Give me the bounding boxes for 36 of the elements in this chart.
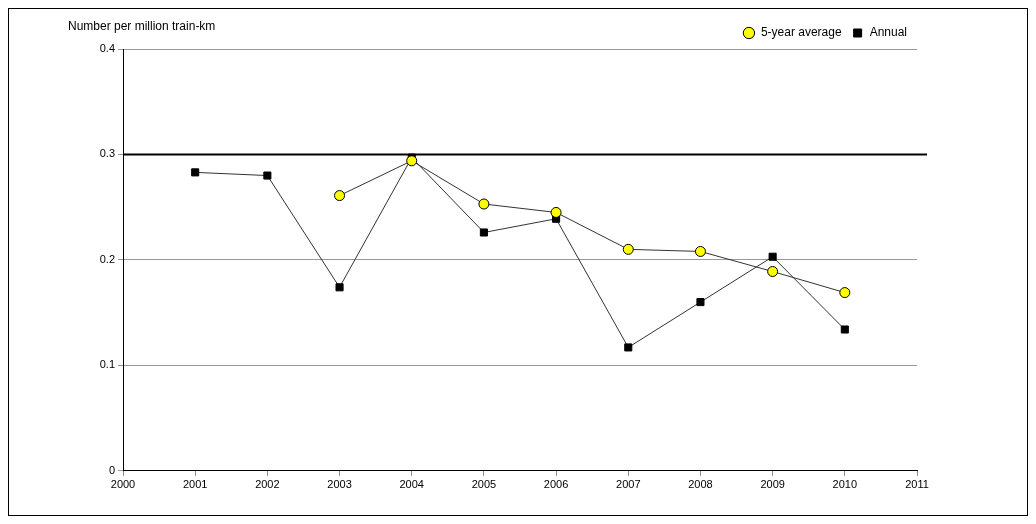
y-tick-label: 0.1: [99, 358, 115, 371]
point: [478, 198, 490, 210]
point: [479, 228, 488, 237]
y-tick-label: 0.4: [99, 42, 115, 55]
point: [191, 168, 200, 177]
x-tick-label: 2010: [832, 478, 858, 491]
point: [263, 171, 272, 180]
point: [839, 287, 851, 299]
point: [767, 266, 779, 277]
x-tick-label: 2003: [327, 478, 352, 491]
point: [694, 245, 706, 257]
x-tick-label: 2006: [543, 478, 569, 491]
x-tick-label: 2005: [471, 478, 497, 491]
x-tick-label: 2002: [255, 478, 280, 491]
legend-label: 5-year average: [760, 25, 842, 40]
x-tick-label: 2011: [905, 478, 929, 491]
x-tick-label: 2007: [616, 478, 641, 491]
y-axis-title: Number per million train-km: [68, 19, 216, 34]
point: [550, 206, 562, 218]
point: [696, 298, 705, 307]
x-tick-label: 2000: [110, 478, 136, 491]
x-tick-label: 2009: [760, 478, 785, 491]
point: [768, 252, 777, 261]
point: [624, 343, 633, 352]
point: [622, 243, 634, 255]
legend-label: Annual: [869, 25, 908, 40]
point: [406, 155, 418, 167]
y-tick-label: 0: [108, 463, 115, 476]
y-tick-label: 0.3: [99, 147, 115, 160]
x-tick-label: 2004: [399, 478, 424, 491]
x-tick-label: 2001: [182, 478, 208, 491]
y-tick-label: 0.2: [99, 252, 115, 265]
point: [335, 283, 344, 292]
point: [334, 190, 346, 202]
x-tick-label: 2008: [688, 478, 713, 491]
point: [840, 325, 849, 334]
